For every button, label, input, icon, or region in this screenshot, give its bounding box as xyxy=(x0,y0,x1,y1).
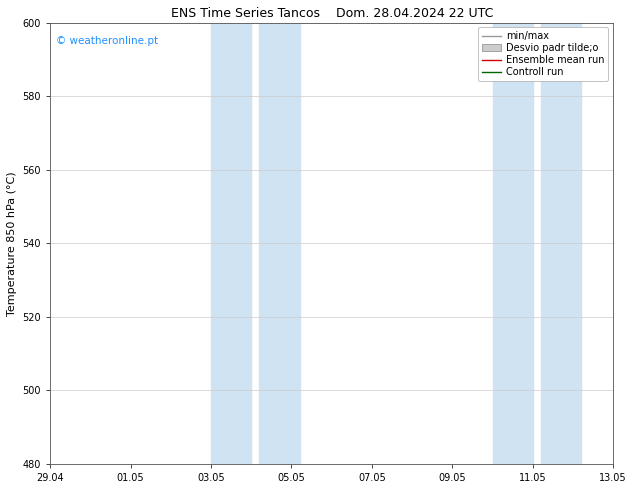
Bar xyxy=(493,23,533,464)
Bar xyxy=(541,23,581,464)
Text: © weatheronline.pt: © weatheronline.pt xyxy=(56,36,158,46)
Legend: min/max, Desvio padr tilde;o, Ensemble mean run, Controll run: min/max, Desvio padr tilde;o, Ensemble m… xyxy=(478,27,609,81)
Y-axis label: Temperature 850 hPa (°C): Temperature 850 hPa (°C) xyxy=(7,171,17,316)
Title: ENS Time Series Tancos    Dom. 28.04.2024 22 UTC: ENS Time Series Tancos Dom. 28.04.2024 2… xyxy=(171,7,493,20)
Bar xyxy=(259,23,299,464)
Bar xyxy=(211,23,251,464)
